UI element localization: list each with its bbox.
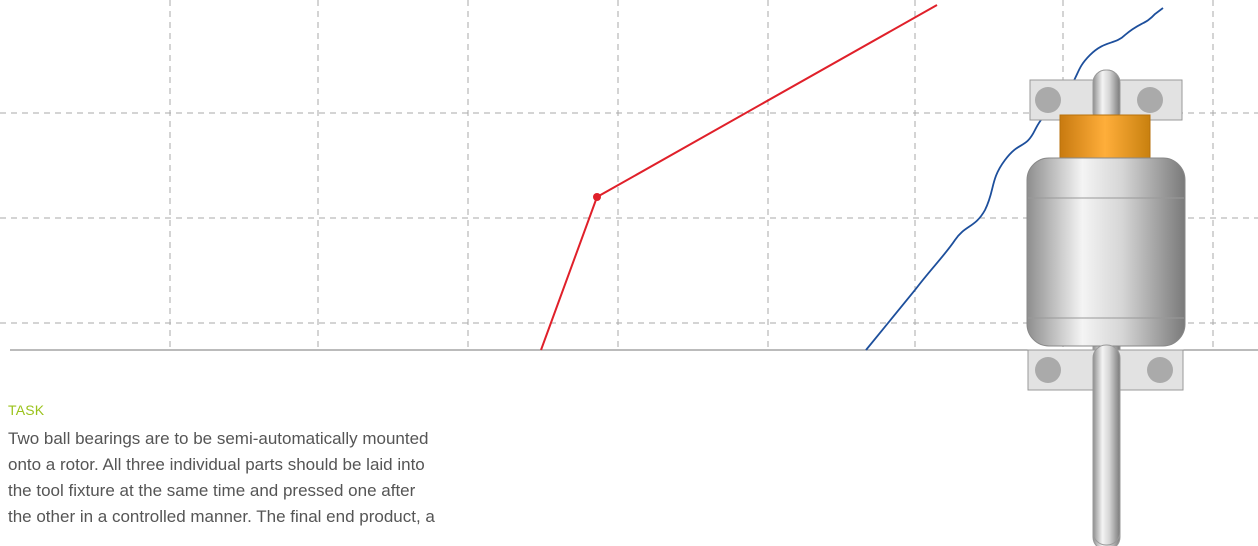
task-line: onto a rotor. All three individual parts… xyxy=(8,455,425,474)
task-label: TASK xyxy=(8,402,45,418)
task-text: Two ball bearings are to be semi-automat… xyxy=(8,426,608,530)
rotor-illustration xyxy=(1026,69,1186,546)
red-curve xyxy=(540,4,938,351)
task-line: Two ball bearings are to be semi-automat… xyxy=(8,429,429,448)
red-point xyxy=(593,193,601,201)
blue-curve xyxy=(865,7,1164,351)
task-line: the tool fixture at the same time and pr… xyxy=(8,481,416,500)
task-line: the other in a controlled manner. The fi… xyxy=(8,507,435,526)
